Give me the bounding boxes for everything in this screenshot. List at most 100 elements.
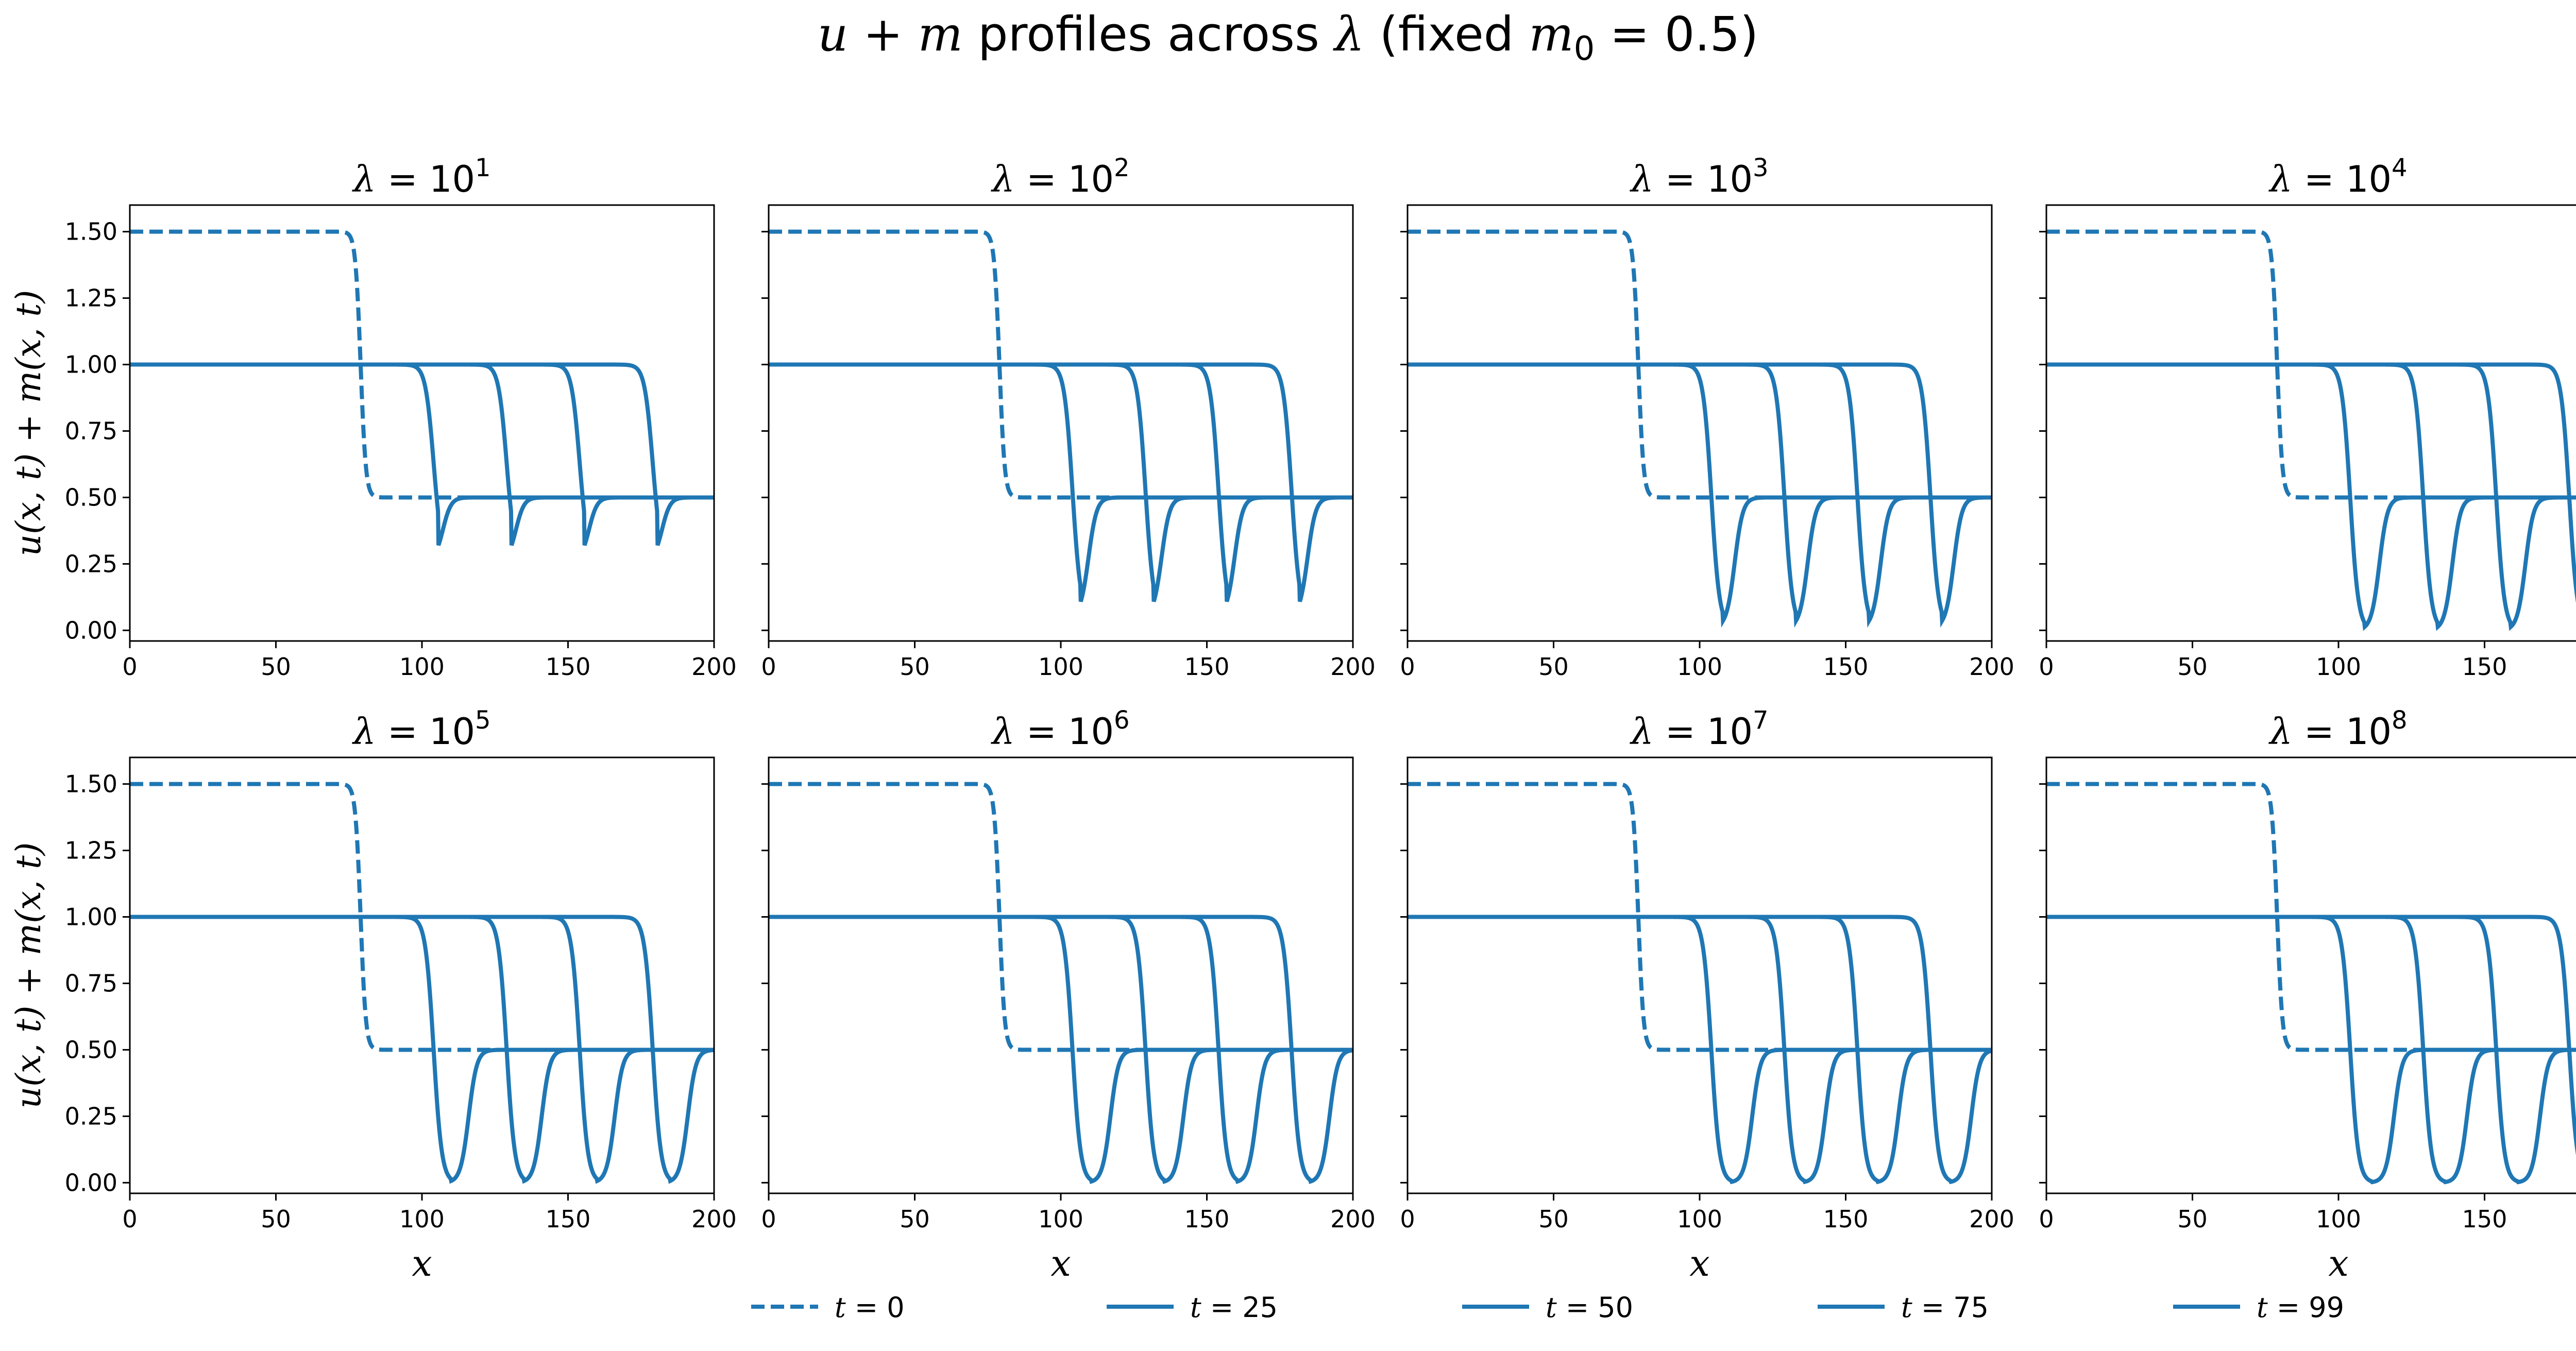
y-tick-label: 0.25: [65, 1102, 117, 1130]
x-tick-label: 0: [122, 653, 137, 681]
x-tick-label: 150: [546, 1205, 591, 1233]
panel-8: λ = 108050100150200x: [2039, 706, 2576, 1285]
x-tick-label: 150: [1184, 1205, 1230, 1233]
y-tick-label: 0.75: [65, 417, 117, 445]
series-t99: [130, 362, 714, 546]
x-tick-label: 50: [900, 653, 930, 681]
x-tick-label: 50: [261, 1205, 291, 1233]
x-tick-label: 200: [691, 653, 737, 681]
x-tick-label: 200: [1330, 653, 1376, 681]
x-tick-label: 100: [399, 1205, 445, 1233]
axes-frame: [1406, 756, 1993, 1194]
x-tick-label: 100: [1677, 1205, 1722, 1233]
series-t25: [769, 362, 1353, 602]
series-t99: [130, 915, 714, 1184]
x-tick-label: 50: [1538, 653, 1569, 681]
panel-title: λ = 105: [351, 706, 490, 753]
axes-frame: [2045, 204, 2576, 642]
y-tick-label: 0.50: [65, 483, 117, 511]
series-t75: [2046, 362, 2576, 631]
series-t25: [1408, 362, 1992, 628]
series-t99: [1408, 915, 1992, 1185]
y-axis-label: u(x, t) + m(x, t): [9, 290, 48, 556]
series-t75: [2046, 915, 2576, 1185]
x-tick-label: 50: [261, 653, 291, 681]
y-tick-label: 0.75: [65, 969, 117, 997]
x-tick-label: 150: [2462, 653, 2507, 681]
legend-label-50: t = 50: [1546, 1291, 1633, 1324]
x-tick-label: 150: [1823, 653, 1869, 681]
panel-5: λ = 105 0 50 100 150 200 0.00 0.25 0.50 0.75 1.00 1…: [9, 706, 737, 1285]
x-tick-label: 0: [122, 1205, 137, 1233]
x-tick-label: 0: [2039, 653, 2054, 681]
y-tick-label: 1.50: [65, 770, 117, 798]
x-tick-label: 150: [1184, 653, 1230, 681]
panel-title: λ = 102: [990, 154, 1129, 200]
legend-label-75: t = 75: [1901, 1291, 1989, 1324]
figure-title: u + m profiles across λ (fixed m0 = 0.5): [818, 7, 1758, 68]
x-tick-label: 100: [2316, 653, 2361, 681]
series-t99: [769, 915, 1353, 1184]
y-axis-label: u(x, t) + m(x, t): [9, 842, 48, 1109]
axes-frame: [2045, 756, 2576, 1194]
x-tick-label: 100: [1038, 1205, 1083, 1233]
series-t50: [130, 362, 714, 546]
legend-label-0: t = 0: [835, 1291, 905, 1324]
x-tick-label: 200: [1330, 1205, 1376, 1233]
x-axis-label: x: [412, 1242, 432, 1285]
series-t99: [769, 362, 1353, 602]
panel-3: λ = 103 0 50 100 150 200: [1400, 154, 2014, 681]
y-tick-label: 0.00: [65, 616, 117, 644]
y-tick-label: 1.00: [65, 351, 117, 379]
x-tick-label: 50: [900, 1205, 930, 1233]
panel-4: λ = 104050100150200: [2039, 154, 2576, 681]
series-t75: [130, 362, 714, 546]
x-tick-label: 0: [761, 653, 776, 681]
y-tick-label: 1.25: [65, 284, 117, 312]
panel-title: λ = 107: [1629, 706, 1768, 753]
x-tick-label: 200: [691, 1205, 737, 1233]
x-tick-label: 150: [2462, 1205, 2507, 1233]
x-tick-label: 150: [1823, 1205, 1869, 1233]
series-t50: [1408, 362, 1992, 628]
x-tick-label: 0: [761, 1205, 776, 1233]
x-tick-label: 0: [2039, 1205, 2054, 1233]
x-tick-label: 100: [1677, 653, 1722, 681]
panel-1: λ = 101 0 50 100 150 200 0.00 0.25 0.50 0.75 1.00 1…: [9, 154, 737, 681]
panel-title: λ = 103: [1629, 154, 1768, 200]
x-axis-label: x: [1050, 1242, 1071, 1285]
x-tick-label: 0: [1400, 1205, 1415, 1233]
y-tick-label: 1.25: [65, 837, 117, 865]
panel-7: λ = 107 0 50 100 150 200 x: [1400, 706, 2014, 1285]
panel-6: λ = 106 0 50 100 150 200 x: [761, 706, 1376, 1285]
x-axis-label: x: [1689, 1242, 1709, 1285]
y-tick-label: 1.00: [65, 903, 117, 931]
x-tick-label: 50: [1538, 1205, 1569, 1233]
axes-frame: [768, 204, 1354, 642]
x-tick-label: 200: [1969, 653, 2014, 681]
series-t75: [1408, 362, 1992, 628]
panel-title: λ = 104: [2268, 154, 2407, 200]
y-tick-label: 0.25: [65, 550, 117, 578]
x-axis-label: x: [2328, 1242, 2348, 1285]
x-tick-label: 50: [2177, 1205, 2208, 1233]
y-tick-label: 0.00: [65, 1169, 117, 1196]
x-tick-label: 100: [1038, 653, 1083, 681]
legend: t = 0 t = 25 t = 50 t = 75 t = 99: [751, 1291, 2344, 1324]
series-t50: [769, 362, 1353, 602]
panel-title: λ = 108: [2268, 706, 2407, 753]
x-tick-label: 200: [1969, 1205, 2014, 1233]
panel-2: λ = 102 0 50 100 150 200: [761, 154, 1376, 681]
axes-frame: [129, 756, 715, 1194]
axes-frame: [1406, 204, 1993, 642]
legend-label-99: t = 99: [2257, 1291, 2344, 1324]
panels: λ = 101 0 50 100 150 200 0.00 0.25 0.50 0.75 1.00 1…: [9, 154, 2576, 1285]
y-tick-label: 0.50: [65, 1036, 117, 1063]
x-tick-label: 0: [1400, 653, 1415, 681]
series-t99: [1408, 362, 1992, 628]
axes-frame: [129, 204, 715, 642]
y-tick-label: 1.50: [65, 218, 117, 246]
series-t99: [2046, 362, 2576, 603]
x-tick-label: 100: [2316, 1205, 2361, 1233]
